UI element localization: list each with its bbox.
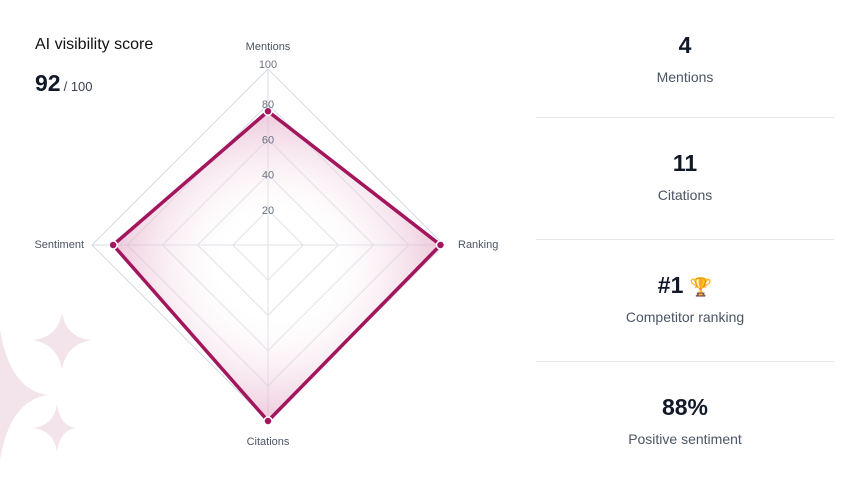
tick-label: 20	[262, 205, 274, 217]
axis-label-citations: Citations	[247, 436, 290, 448]
data-point	[263, 106, 273, 116]
data-point	[435, 240, 446, 250]
tick-label: 100	[259, 59, 277, 71]
tick-label: 40	[262, 170, 274, 182]
data-point	[263, 416, 273, 426]
series-area	[111, 109, 443, 423]
stat-value: 88%	[661, 394, 709, 420]
stat-ranking: #1 🏆 Competitor ranking	[536, 240, 834, 362]
axis-label-mentions: Mentions	[246, 41, 291, 53]
stats-panel: 4 Mentions 11 Citations #1 🏆 Competitor …	[536, 0, 834, 484]
stat-citations: 11 Citations	[536, 118, 834, 240]
trophy-icon: 🏆	[689, 277, 713, 297]
tick-label: 60	[262, 134, 274, 146]
stat-value-row: #1 🏆	[536, 272, 834, 299]
stat-sentiment: 88% Positive sentiment	[536, 362, 834, 484]
axis-label-ranking: Ranking	[458, 239, 498, 251]
stat-mentions: 4 Mentions	[536, 0, 834, 118]
tick-label: 80	[262, 99, 274, 111]
score-display: 92/ 100	[35, 70, 93, 97]
axis-label-sentiment: Sentiment	[34, 239, 84, 251]
stat-value: 4	[678, 32, 692, 58]
score-max: / 100	[63, 79, 93, 94]
data-point	[108, 240, 118, 250]
stat-label: Competitor ranking	[625, 309, 745, 325]
stat-label: Positive sentiment	[628, 431, 742, 447]
sparkle-decoration	[0, 312, 92, 460]
stat-value: 11	[672, 150, 698, 176]
score-value: 92	[35, 70, 61, 96]
chart-title: AI visibility score	[35, 36, 154, 53]
stat-label: Mentions	[656, 69, 714, 85]
stat-label: Citations	[657, 187, 713, 203]
stat-value: #1	[657, 272, 684, 298]
